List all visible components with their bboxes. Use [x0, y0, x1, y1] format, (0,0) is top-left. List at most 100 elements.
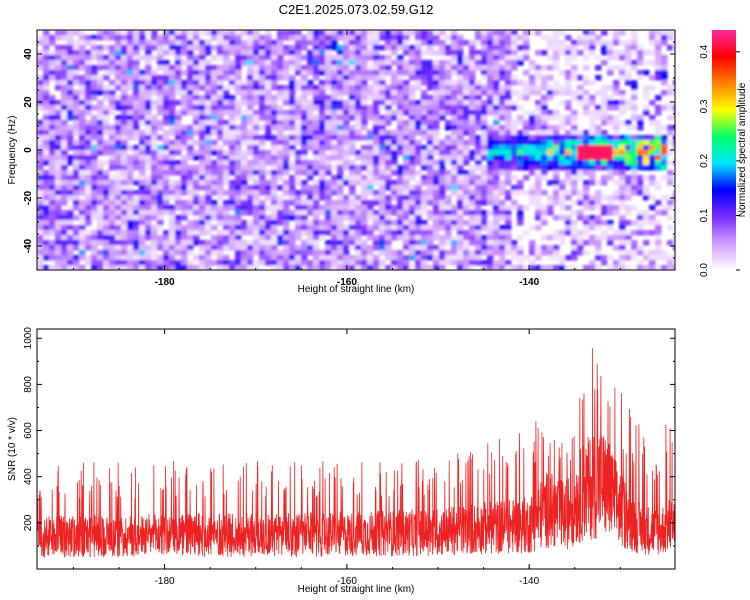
heatmap-cell — [61, 70, 68, 76]
heatmap-cell — [325, 135, 332, 141]
heatmap-cell — [103, 35, 110, 41]
heatmap-cell — [307, 60, 314, 66]
heatmap-cell — [265, 170, 272, 176]
heatmap-cell — [49, 265, 56, 270]
heatmap-cell — [115, 225, 122, 231]
heatmap-cell — [619, 180, 626, 186]
heatmap-cell — [433, 80, 440, 86]
heatmap-cell — [37, 100, 44, 106]
heatmap-cell — [241, 90, 248, 96]
heatmap-cell — [43, 125, 50, 131]
heatmap-cell — [145, 50, 152, 56]
heatmap-cell — [379, 125, 386, 131]
heatmap-cell — [355, 230, 362, 236]
heatmap-cell — [361, 265, 368, 270]
heatmap-cell — [601, 205, 608, 211]
heatmap-cell — [187, 260, 194, 266]
heatmap-cell — [361, 175, 368, 181]
heatmap-cell — [109, 195, 116, 201]
heatmap-cell — [85, 185, 92, 191]
heatmap-cell — [145, 200, 152, 206]
heatmap-cell — [583, 215, 590, 221]
heatmap-cell — [379, 240, 386, 246]
heatmap-cell — [331, 65, 338, 71]
heatmap-cell — [247, 105, 254, 111]
heatmap-cell — [163, 260, 170, 266]
heatmap-cell — [301, 260, 308, 266]
heatmap-cell — [475, 150, 482, 156]
heatmap-cell — [385, 160, 392, 166]
heatmap-cell — [487, 140, 494, 146]
heatmap-cell — [403, 230, 410, 236]
heatmap-cell — [373, 40, 380, 46]
heatmap-cell — [295, 225, 302, 231]
heatmap-cell — [247, 195, 254, 201]
heatmap-cell — [205, 125, 212, 131]
heatmap-cell — [523, 45, 530, 51]
heatmap-cell — [379, 210, 386, 216]
heatmap-cell — [535, 125, 542, 131]
heatmap-cell — [145, 70, 152, 76]
heatmap-cell — [241, 140, 248, 146]
heatmap-cell — [169, 195, 176, 201]
heatmap-cell — [205, 90, 212, 96]
heatmap-cell — [517, 55, 524, 61]
heatmap-cell — [259, 50, 266, 56]
heatmap-cell — [523, 120, 530, 126]
heatmap-cell — [415, 215, 422, 221]
heatmap-cell — [205, 130, 212, 136]
heatmap-cell — [409, 150, 416, 156]
heatmap-cell — [439, 140, 446, 146]
heatmap-cell — [235, 235, 242, 241]
heatmap-cell — [337, 85, 344, 91]
heatmap-cell — [163, 140, 170, 146]
heatmap-cell — [139, 100, 146, 106]
heatmap-cell — [673, 90, 675, 96]
heatmap-cell — [85, 235, 92, 241]
heatmap-cell — [385, 195, 392, 201]
heatmap-cell — [541, 150, 548, 156]
heatmap-cell — [217, 30, 224, 36]
heatmap-cell — [289, 260, 296, 266]
heatmap-cell — [259, 170, 266, 176]
heatmap-cell — [541, 145, 548, 151]
heatmap-cell — [121, 165, 128, 171]
heatmap-cell — [109, 60, 116, 66]
heatmap-cell — [115, 235, 122, 241]
heatmap-cell — [385, 230, 392, 236]
heatmap-cell — [127, 130, 134, 136]
heatmap-cell — [313, 35, 320, 41]
heatmap-cell — [61, 30, 68, 36]
heatmap-cell — [55, 240, 62, 246]
heatmap-cell — [187, 205, 194, 211]
heatmap-cell — [403, 215, 410, 221]
heatmap-cell — [493, 140, 500, 146]
heatmap-cell — [481, 265, 488, 270]
heatmap-cell — [619, 110, 626, 116]
heatmap-cell — [265, 125, 272, 131]
heatmap-cell — [91, 260, 98, 266]
heatmap-cell — [49, 100, 56, 106]
heatmap-cell — [241, 155, 248, 161]
heatmap-cell — [73, 60, 80, 66]
heatmap-cell — [247, 205, 254, 211]
heatmap-cell — [259, 175, 266, 181]
heatmap-cell — [85, 40, 92, 46]
heatmap-cell — [217, 205, 224, 211]
heatmap-y-axis-title: Frequency (Hz) — [7, 116, 18, 185]
heatmap-cell — [151, 230, 158, 236]
heatmap-cell — [151, 35, 158, 41]
heatmap-cell — [499, 240, 506, 246]
heatmap-cell — [445, 250, 452, 256]
heatmap-cell — [115, 50, 122, 56]
heatmap-cell — [451, 240, 458, 246]
heatmap-cell — [289, 100, 296, 106]
heatmap-cell — [493, 195, 500, 201]
heatmap-cell — [457, 95, 464, 101]
heatmap-cell — [115, 145, 122, 151]
heatmap-cell — [451, 125, 458, 131]
heatmap-cell — [289, 250, 296, 256]
heatmap-cell — [133, 100, 140, 106]
heatmap-cell — [457, 85, 464, 91]
heatmap-cell — [289, 30, 296, 36]
